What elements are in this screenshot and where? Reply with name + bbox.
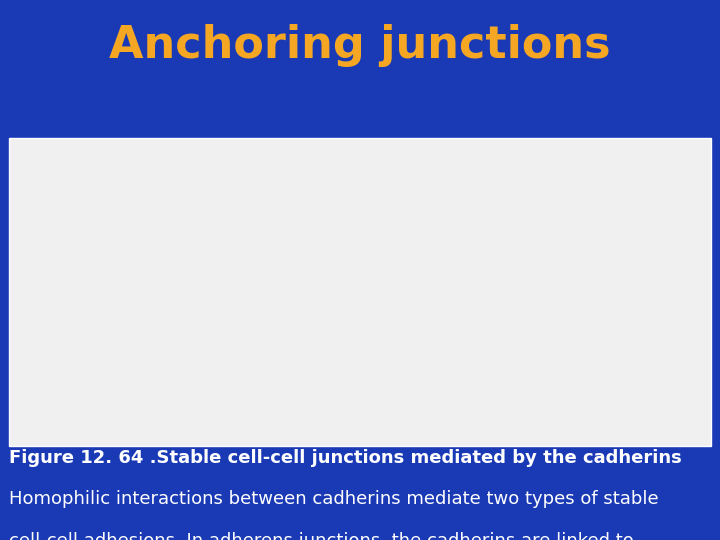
Text: Homophilic interactions between cadherins mediate two types of stable: Homophilic interactions between cadherin… — [9, 490, 658, 508]
Text: Anchoring junctions: Anchoring junctions — [109, 24, 611, 68]
Text: Figure 12. 64 .Stable cell-cell junctions mediated by the cadherins: Figure 12. 64 .Stable cell-cell junction… — [9, 449, 681, 467]
Text: cell-cell adhesions. In adherens junctions, the cadherins are linked to: cell-cell adhesions. In adherens junctio… — [9, 532, 634, 540]
FancyBboxPatch shape — [9, 138, 711, 445]
